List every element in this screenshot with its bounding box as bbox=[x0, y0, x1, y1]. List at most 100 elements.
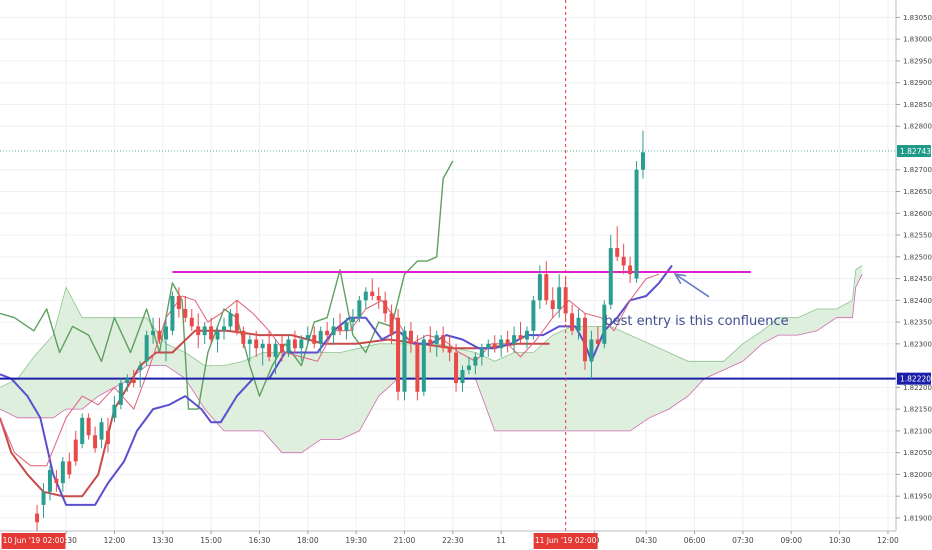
candle bbox=[286, 335, 291, 357]
arrow-shaft bbox=[674, 273, 710, 298]
candle bbox=[350, 309, 355, 331]
ichimoku-cloud bbox=[0, 265, 863, 454]
candle bbox=[234, 300, 239, 336]
time-tick-label: 11 bbox=[496, 536, 506, 545]
candle bbox=[338, 313, 343, 336]
candle-body bbox=[112, 404, 117, 418]
candle bbox=[634, 161, 639, 283]
candle bbox=[318, 326, 323, 353]
price-tick-label: 1.82200 bbox=[903, 384, 932, 392]
candle bbox=[608, 235, 613, 310]
time-tick-label: 04:30 bbox=[635, 536, 657, 545]
cloud-segment bbox=[98, 317, 115, 397]
price-tick-label: 1.82300 bbox=[903, 340, 932, 348]
candle bbox=[602, 300, 607, 349]
candle-body bbox=[428, 339, 433, 344]
cloud-segment bbox=[649, 343, 669, 418]
candle bbox=[170, 291, 175, 336]
candle-body bbox=[524, 330, 529, 340]
cloud-segment bbox=[114, 317, 131, 388]
candle bbox=[176, 287, 181, 318]
candle bbox=[454, 343, 459, 392]
candle-body bbox=[325, 330, 330, 336]
candle bbox=[54, 470, 59, 492]
candle-body bbox=[273, 343, 278, 357]
candle bbox=[196, 313, 201, 349]
candle-body bbox=[582, 317, 587, 362]
cloud-segment bbox=[0, 378, 18, 418]
candle bbox=[254, 330, 259, 357]
candle bbox=[222, 317, 226, 340]
candle bbox=[383, 291, 388, 323]
time-tick-label: 18:00 bbox=[297, 536, 319, 545]
candle-body bbox=[47, 470, 52, 492]
candle bbox=[35, 504, 40, 531]
candle-body bbox=[479, 348, 484, 357]
candle bbox=[563, 278, 568, 323]
price-tick-label: 1.82700 bbox=[903, 166, 932, 174]
candle-body bbox=[138, 365, 143, 370]
time-tick-label: 09:00 bbox=[780, 536, 802, 545]
cloud-segment bbox=[533, 335, 553, 431]
candle bbox=[473, 352, 478, 375]
cloud-segment bbox=[797, 309, 817, 336]
candle-body bbox=[383, 300, 388, 314]
horizontal-levels[interactable] bbox=[0, 0, 896, 531]
candle-body bbox=[202, 326, 207, 336]
candle bbox=[531, 295, 536, 340]
candle bbox=[396, 309, 401, 401]
price-tick-label: 1.82150 bbox=[903, 406, 932, 414]
annotations[interactable]: best entry is this confluence bbox=[604, 273, 789, 329]
candle bbox=[421, 335, 426, 397]
candle-body bbox=[280, 343, 285, 353]
candle bbox=[557, 274, 562, 318]
candle bbox=[576, 309, 581, 340]
candle-body bbox=[454, 352, 459, 384]
candle bbox=[408, 322, 413, 353]
candle bbox=[512, 326, 517, 353]
candle-body bbox=[209, 326, 214, 340]
candle bbox=[389, 304, 394, 344]
candle-body bbox=[234, 313, 239, 331]
candle bbox=[105, 417, 110, 453]
start-time-tag-label: 10 Jun '19 02:00 bbox=[3, 536, 65, 545]
price-tick-label: 1.82650 bbox=[903, 188, 932, 196]
price-tick-label: 1.82000 bbox=[903, 471, 932, 479]
candle-body bbox=[99, 422, 104, 440]
candle-body bbox=[357, 300, 362, 318]
time-tick-label: 06:00 bbox=[684, 536, 706, 545]
cloud-segment bbox=[836, 300, 853, 318]
candle-body bbox=[441, 335, 446, 349]
candle-body bbox=[60, 461, 65, 484]
cloud-segment bbox=[378, 343, 398, 397]
candle bbox=[267, 330, 272, 362]
candle-body bbox=[389, 313, 394, 336]
candle bbox=[60, 457, 65, 492]
candle-body bbox=[118, 383, 123, 405]
candle-body bbox=[338, 326, 343, 331]
price-axis[interactable]: 1.83050 1.83000 1.82950 1.82900 1.82850 1.828… bbox=[895, 0, 932, 550]
candle-body bbox=[492, 343, 497, 349]
candle-body bbox=[563, 287, 568, 314]
candle-body bbox=[35, 513, 40, 523]
price-tick-label: 1.82900 bbox=[903, 79, 932, 87]
annotation-text: best entry is this confluence bbox=[604, 314, 788, 329]
cloud-segment bbox=[475, 352, 495, 431]
candle bbox=[505, 330, 510, 353]
cloud-segment bbox=[704, 361, 724, 379]
time-axis[interactable]: 10:30 12:00 13:30 15:00 16:30 18:00 19:30 21:00… bbox=[0, 530, 932, 550]
price-tick-label: 1.82100 bbox=[903, 427, 932, 435]
candle bbox=[428, 326, 433, 353]
price-tick-label: 1.82450 bbox=[903, 275, 932, 283]
candle bbox=[183, 295, 188, 323]
candle bbox=[479, 343, 484, 366]
price-axis-bg bbox=[896, 0, 932, 550]
cloud-segment bbox=[630, 335, 650, 431]
price-tick-label: 1.83000 bbox=[903, 36, 932, 44]
candle bbox=[434, 330, 439, 357]
time-axis-bg bbox=[0, 531, 932, 550]
candle-body bbox=[267, 343, 272, 357]
candle bbox=[325, 322, 330, 340]
candle bbox=[189, 309, 194, 331]
